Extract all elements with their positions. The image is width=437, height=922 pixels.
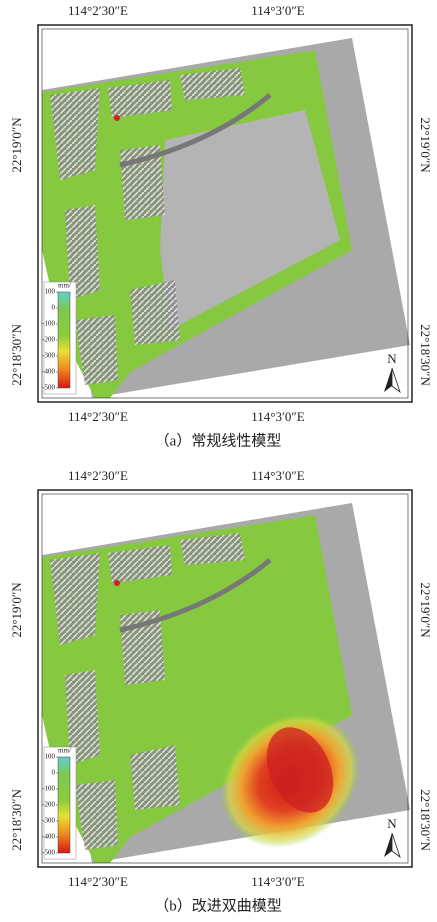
map-panel: 114°2′30″E 114°3′0″E 114°2′30″E 114°3′0″E 22… (9, 3, 433, 449)
bottom-coordinate-label: 114°2′30″E (68, 409, 128, 424)
left-coordinate-label: 22°18′30″N (9, 323, 24, 385)
marker (114, 115, 120, 121)
legend-tick-label: 0 (52, 769, 56, 777)
legend-tick-label: -100 (42, 785, 55, 793)
legend-tick-label: 0 (52, 304, 56, 312)
legend-tick-label: -500 (42, 849, 55, 857)
legend-unit: mm/ (58, 282, 71, 290)
left-coordinate-label: 22°18′30″N (9, 788, 24, 850)
top-coordinate-label: 114°2′30″E (68, 3, 128, 18)
bottom-coordinate-label: 114°3′0″E (251, 874, 304, 889)
legend-tick-label: -500 (42, 384, 55, 392)
top-coordinate-label: 114°2′30″E (68, 468, 128, 483)
color-bar (58, 757, 70, 853)
legend-tick-label: -200 (42, 801, 55, 809)
right-coordinate-label: 22°19′0″N (418, 582, 433, 638)
building-block (75, 780, 118, 850)
legend-unit: mm/ (58, 747, 71, 755)
panel-caption: （a）常规线性模型 (155, 432, 282, 449)
legend-tick-label: -200 (42, 336, 55, 344)
legend-tick-label: -400 (42, 368, 55, 376)
top-coordinate-label: 114°3′0″E (251, 3, 304, 18)
legend-tick-label: -300 (42, 352, 55, 360)
bottom-coordinate-label: 114°2′30″E (68, 874, 128, 889)
north-label: N (387, 816, 397, 831)
marker (114, 580, 120, 586)
legend-tick-label: -300 (42, 817, 55, 825)
legend-tick-label: -100 (42, 320, 55, 328)
right-coordinate-label: 22°18′30″N (418, 324, 433, 386)
building-block (130, 745, 180, 810)
bottom-coordinate-label: 114°3′0″E (251, 409, 304, 424)
left-coordinate-label: 22°19′0″N (9, 582, 24, 638)
legend-tick-label: 100 (45, 288, 56, 296)
map-panel: 114°2′30″E 114°3′0″E 114°2′30″E 114°3′0″E 22… (9, 468, 433, 914)
north-label: N (387, 351, 397, 366)
left-coordinate-label: 22°19′0″N (9, 117, 24, 173)
right-coordinate-label: 22°18′30″N (418, 789, 433, 851)
building-block (75, 315, 118, 385)
north-arrow-half (392, 368, 400, 392)
north-arrow-half (392, 833, 400, 857)
legend-tick-label: -400 (42, 833, 55, 841)
color-bar (58, 292, 70, 388)
building-block (130, 280, 180, 345)
panel-caption: （b）改进双曲模型 (154, 897, 282, 914)
legend-tick-label: 100 (45, 753, 56, 761)
figure: 114°2′30″E 114°3′0″E 114°2′30″E 114°3′0″E 22… (0, 0, 437, 917)
top-coordinate-label: 114°3′0″E (251, 468, 304, 483)
right-coordinate-label: 22°19′0″N (418, 117, 433, 173)
